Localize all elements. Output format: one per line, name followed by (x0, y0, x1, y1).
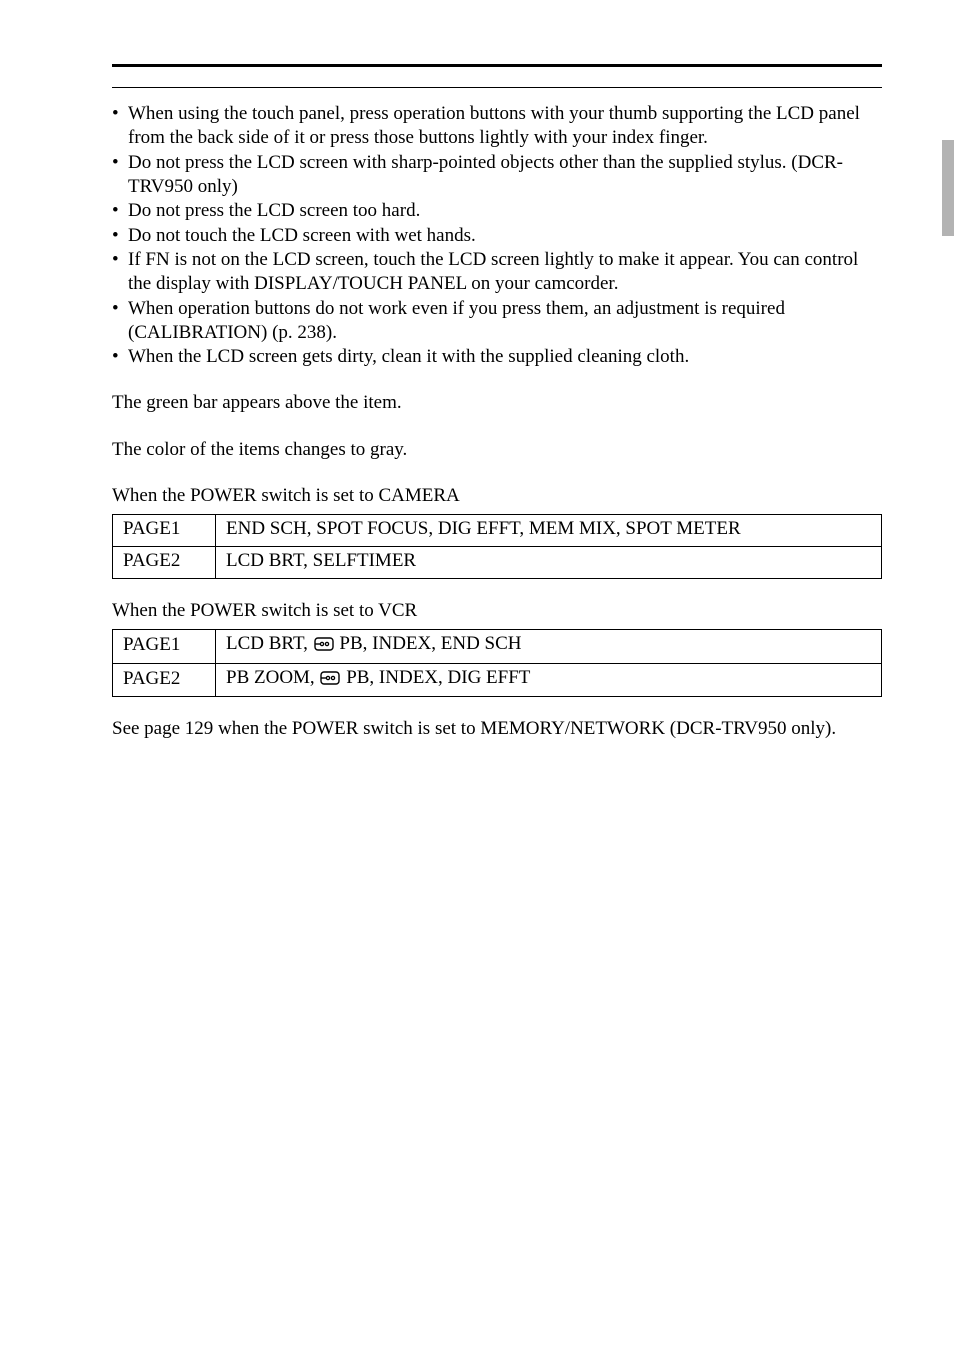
items-post: PB, INDEX, END SCH (335, 633, 522, 654)
greenbar-paragraph: The green bar appears above the item. (112, 391, 882, 415)
note-text: When operation buttons do not work even … (128, 298, 785, 343)
camera-table: PAGE1 END SCH, SPOT FOCUS, DIG EFFT, MEM… (112, 514, 882, 578)
table-row: PAGE1 LCD BRT, PB, INDEX, END SCH (113, 630, 882, 664)
items-cell: LCD BRT, SELFTIMER (216, 547, 882, 579)
thick-rule (112, 64, 882, 67)
items-cell: END SCH, SPOT FOCUS, DIG EFFT, MEM MIX, … (216, 515, 882, 547)
table-row: PAGE1 END SCH, SPOT FOCUS, DIG EFFT, MEM… (113, 515, 882, 547)
table-row: PAGE2 PB ZOOM, PB, INDEX, DIG EFFT (113, 663, 882, 697)
note-text: If FN is not on the LCD screen, touch th… (128, 249, 858, 294)
gray-paragraph: The color of the items changes to gray. (112, 438, 882, 462)
camera-table-title: When the POWER switch is set to CAMERA (112, 484, 882, 508)
side-tab (942, 140, 954, 236)
items-cell: LCD BRT, PB, INDEX, END SCH (216, 630, 882, 664)
notes-list: When using the touch panel, press operat… (112, 102, 882, 369)
items-post: PB, INDEX, DIG EFFT (341, 667, 530, 688)
list-item: When the LCD screen gets dirty, clean it… (112, 345, 882, 369)
items-pre: PB ZOOM, (226, 667, 319, 688)
tape-icon (320, 668, 340, 693)
note-text: When using the touch panel, press operat… (128, 103, 860, 148)
page-cell: PAGE1 (113, 515, 216, 547)
list-item: When using the touch panel, press operat… (112, 102, 882, 151)
list-item: Do not touch the LCD screen with wet han… (112, 224, 882, 248)
page-cell: PAGE2 (113, 663, 216, 697)
list-item: Do not press the LCD screen with sharp-p… (112, 151, 882, 200)
list-item: If FN is not on the LCD screen, touch th… (112, 248, 882, 297)
vcr-table: PAGE1 LCD BRT, PB, INDEX, END SCH PAGE2 … (112, 629, 882, 697)
page-cell: PAGE2 (113, 547, 216, 579)
note-text: Do not press the LCD screen with sharp-p… (128, 152, 843, 197)
thin-rule (112, 87, 882, 88)
list-item: Do not press the LCD screen too hard. (112, 199, 882, 223)
table-row: PAGE2 LCD BRT, SELFTIMER (113, 547, 882, 579)
page-cell: PAGE1 (113, 630, 216, 664)
vcr-table-title: When the POWER switch is set to VCR (112, 599, 882, 623)
list-item: When operation buttons do not work even … (112, 297, 882, 346)
note-text: Do not touch the LCD screen with wet han… (128, 225, 476, 246)
items-pre: LCD BRT, (226, 633, 313, 654)
note-text: When the LCD screen gets dirty, clean it… (128, 346, 689, 367)
tape-icon (314, 634, 334, 659)
items-cell: PB ZOOM, PB, INDEX, DIG EFFT (216, 663, 882, 697)
note-text: Do not press the LCD screen too hard. (128, 200, 420, 221)
footer-paragraph: See page 129 when the POWER switch is se… (112, 717, 882, 741)
